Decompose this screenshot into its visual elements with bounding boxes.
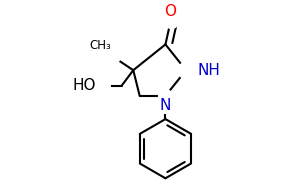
Text: NH: NH <box>198 63 220 78</box>
Text: HO: HO <box>73 78 96 93</box>
Text: N: N <box>160 99 171 113</box>
Text: CH₃: CH₃ <box>90 39 111 52</box>
Text: O: O <box>165 4 177 19</box>
